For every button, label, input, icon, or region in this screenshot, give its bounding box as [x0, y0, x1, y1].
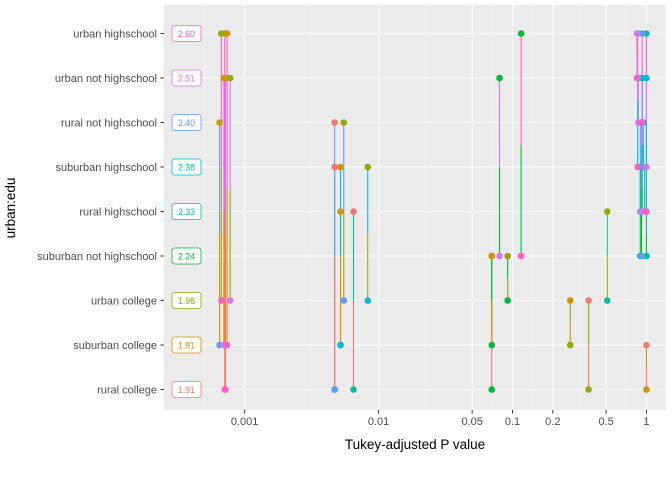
comparison-point [226, 74, 234, 82]
comparison-point [364, 163, 372, 171]
y-tick-label: rural highschool [79, 207, 157, 219]
comparison-point [638, 30, 646, 37]
comparison-point [643, 252, 650, 260]
y-tick-label: suburban not highschool [37, 251, 157, 263]
comparison-point [504, 297, 511, 304]
estimate-label: 2.24 [178, 251, 195, 261]
x-tick-label: 0.2 [545, 416, 560, 428]
estimate-label-box [171, 114, 202, 131]
estimate-label-box [171, 203, 202, 220]
comparison-point [643, 341, 650, 349]
x-tick-label: 0.05 [461, 416, 482, 428]
comparison-point [218, 30, 225, 37]
x-tick-label: 0.01 [368, 416, 389, 428]
comparison-point [331, 119, 338, 126]
comparison-point [585, 386, 592, 393]
comparison-point [226, 297, 234, 304]
comparison-point [643, 74, 650, 82]
comparison-point [350, 386, 357, 393]
comparison-point [223, 341, 231, 349]
comparison-point [603, 208, 611, 215]
y-axis: rural college suburban college urban colle… [37, 29, 164, 397]
x-tick-label: 0.5 [598, 416, 613, 428]
comparison-point [643, 163, 650, 171]
comparison-point [643, 208, 650, 215]
x-axis-title: Tukey-adjusted P value [345, 437, 485, 452]
comparison-point [350, 208, 357, 215]
estimate-label: 1.91 [178, 340, 195, 350]
estimate-label: 1.91 [178, 385, 195, 395]
comparison-point [488, 252, 496, 260]
estimate-label: 2.60 [178, 29, 195, 39]
y-axis-title: urban:edu [3, 178, 18, 239]
y-tick-label: rural college [97, 385, 157, 397]
y-tick-label: urban highschool [73, 29, 157, 41]
y-tick-label: urban not highschool [55, 73, 157, 85]
estimate-label: 2.38 [178, 162, 195, 172]
comparison-point [364, 297, 372, 304]
estimate-label-layer: 1.91 1.91 1.98 2.24 2.33 2.38 2.40 2.51 2.60 [171, 25, 202, 398]
estimate-label: 2.51 [178, 73, 195, 83]
comparison-point [638, 119, 646, 126]
comparison-point [496, 74, 503, 82]
estimate-label: 2.33 [178, 207, 195, 217]
estimate-label: 2.40 [178, 118, 195, 128]
estimate-label-box [171, 69, 202, 87]
y-tick-label: urban college [91, 296, 157, 308]
comparison-point [220, 74, 228, 82]
comparison-point [221, 386, 229, 393]
comparison-point [337, 208, 344, 215]
comparison-point [566, 341, 574, 349]
y-tick-label: suburban highschool [55, 162, 157, 174]
comparison-point [337, 341, 344, 349]
comparison-point [331, 386, 338, 393]
comparison-point [633, 74, 641, 82]
plot-panel [164, 5, 666, 410]
comparison-point [223, 30, 231, 37]
comparison-point [517, 252, 525, 260]
comparison-point [488, 386, 496, 393]
x-tick-label: 0.001 [231, 416, 259, 428]
comparison-point [633, 30, 641, 37]
comparison-point [340, 297, 348, 304]
comparison-point [643, 386, 650, 393]
estimate-label-box [171, 247, 202, 265]
comparison-point [496, 252, 503, 260]
comparison-point [638, 252, 645, 260]
x-tick-label: 1 [643, 416, 649, 428]
comparison-point [566, 297, 574, 304]
comparison-point [337, 163, 344, 171]
y-tick-label: suburban college [73, 340, 157, 352]
estimate-label: 1.98 [178, 296, 195, 306]
comparison-point [331, 163, 338, 171]
comparison-point [585, 297, 592, 304]
comparison-point [517, 30, 525, 37]
point-layer [216, 30, 650, 393]
comparison-point [216, 119, 223, 126]
comparison-point [603, 297, 611, 304]
estimate-label-box [171, 292, 202, 309]
estimate-label-box [171, 336, 202, 354]
estimate-label-box [171, 158, 202, 176]
estimate-label-box [171, 381, 202, 398]
comparison-point [488, 341, 496, 349]
x-axis: 0.001 0.01 0.05 0.1 0.2 0.5 1 [231, 410, 649, 428]
x-tick-label: 0.1 [505, 416, 520, 428]
y-tick-label: rural not highschool [61, 118, 157, 130]
comparison-point [634, 163, 641, 171]
comparison-point [504, 252, 511, 260]
comparison-point [218, 297, 225, 304]
estimate-label-box [171, 25, 202, 42]
segment-layer [219, 33, 647, 390]
comparison-point [340, 119, 348, 126]
